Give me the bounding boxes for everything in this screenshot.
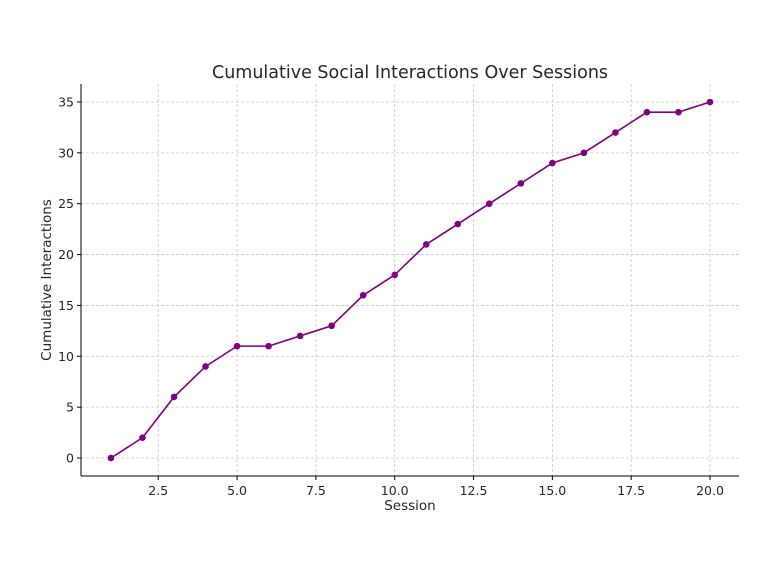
x-tick-label: 12.5 bbox=[460, 483, 488, 498]
y-tick-label: 35 bbox=[58, 95, 74, 110]
y-tick-label: 5 bbox=[66, 400, 74, 415]
data-point bbox=[675, 108, 682, 116]
data-point bbox=[422, 241, 430, 248]
x-tick-label: 5.0 bbox=[227, 483, 247, 498]
y-tick-label: 25 bbox=[58, 196, 74, 211]
x-axis-label: Session bbox=[384, 498, 436, 514]
data-point bbox=[706, 98, 714, 106]
data-point bbox=[580, 149, 588, 157]
data-point bbox=[485, 200, 493, 208]
x-tick-label: 7.5 bbox=[306, 483, 326, 498]
data-point bbox=[265, 342, 272, 350]
x-tick-label: 17.5 bbox=[617, 483, 645, 498]
data-point bbox=[643, 108, 651, 116]
data-point bbox=[170, 393, 178, 401]
y-tick-label: 15 bbox=[58, 298, 74, 313]
data-point bbox=[549, 159, 556, 167]
grid bbox=[81, 84, 739, 476]
ticks: 2.5 5.0 7.5 10.0 12.5 15.0 17.5 20.0 0 5 10 15 20 25 3… bbox=[58, 95, 724, 498]
data-point bbox=[612, 129, 619, 136]
data-point bbox=[296, 332, 304, 340]
data-point bbox=[454, 220, 462, 228]
x-tick-label: 10.0 bbox=[381, 483, 409, 498]
data-points bbox=[107, 98, 714, 462]
y-tick-label: 0 bbox=[66, 450, 74, 465]
y-tick-label: 20 bbox=[58, 247, 74, 262]
y-tick-label: 30 bbox=[58, 145, 74, 160]
data-point bbox=[107, 454, 115, 462]
x-tick-label: 20.0 bbox=[696, 483, 724, 498]
x-tick-label: 15.0 bbox=[538, 483, 566, 498]
y-tick-label: 10 bbox=[58, 349, 74, 364]
x-tick-label: 2.5 bbox=[148, 483, 168, 498]
series-line bbox=[110, 101, 711, 459]
data-point bbox=[328, 322, 335, 330]
data-point bbox=[202, 363, 209, 370]
data-point bbox=[139, 434, 146, 441]
data-point bbox=[517, 180, 525, 187]
data-point bbox=[391, 271, 399, 279]
data-point bbox=[233, 342, 241, 350]
y-axis-label: Cumulative Interactions bbox=[39, 199, 55, 361]
data-point bbox=[359, 291, 367, 299]
chart-title: Cumulative Social Interactions Over Sess… bbox=[212, 63, 608, 83]
